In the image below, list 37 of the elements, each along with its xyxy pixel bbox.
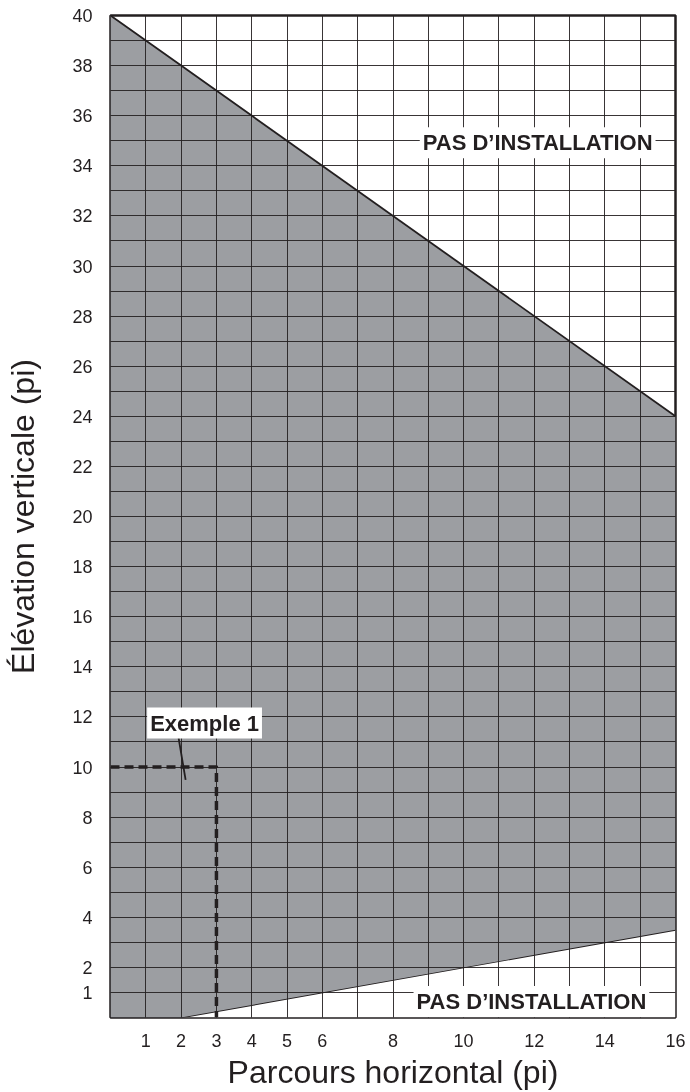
y-tick-label: 32 (72, 206, 93, 227)
y-tick-label: 6 (82, 857, 93, 878)
x-axis-title: Parcours horizontal (pi) (227, 1053, 559, 1090)
annotation: Exemple 1 (150, 710, 259, 736)
y-tick-label: 18 (72, 557, 93, 578)
y-tick-label: 36 (72, 106, 93, 127)
y-tick-label: 30 (72, 256, 93, 277)
y-axis-title: Élévation verticale (pi) (5, 359, 42, 674)
annotation: PAS D’INSTALLATION (422, 130, 653, 156)
y-tick-label: 8 (82, 807, 93, 828)
y-tick-label: 28 (72, 306, 93, 327)
y-tick-label: 40 (72, 6, 93, 26)
annotation: PAS D’INSTALLATION (416, 988, 647, 1014)
y-tick-label: 20 (72, 507, 93, 527)
x-tick-label: 1 (140, 1030, 151, 1051)
x-tick-label: 6 (317, 1030, 328, 1051)
y-tick-label: 22 (72, 456, 93, 477)
y-tick-label: 24 (72, 406, 93, 427)
y-tick-label: 38 (72, 56, 93, 77)
y-tick-label: 4 (82, 907, 93, 928)
y-tick-label: 16 (72, 607, 93, 628)
x-tick-label: 10 (453, 1030, 474, 1051)
y-tick-label: 1 (82, 982, 93, 1003)
y-tick-label: 2 (82, 957, 93, 978)
x-tick-label: 3 (211, 1030, 222, 1051)
x-tick-label: 4 (246, 1030, 257, 1051)
x-tick-label: 5 (282, 1030, 293, 1051)
x-tick-label: 2 (176, 1030, 187, 1051)
x-tick-label: 8 (387, 1030, 399, 1051)
y-tick-label: 34 (72, 156, 93, 177)
y-tick-label: 26 (72, 356, 93, 377)
y-tick-label: 10 (72, 757, 93, 778)
x-tick-label: 14 (594, 1030, 615, 1051)
x-tick-label: 16 (665, 1030, 686, 1051)
y-tick-label: 14 (72, 657, 93, 678)
y-tick-label: 12 (72, 707, 93, 728)
x-tick-label: 12 (524, 1030, 545, 1051)
